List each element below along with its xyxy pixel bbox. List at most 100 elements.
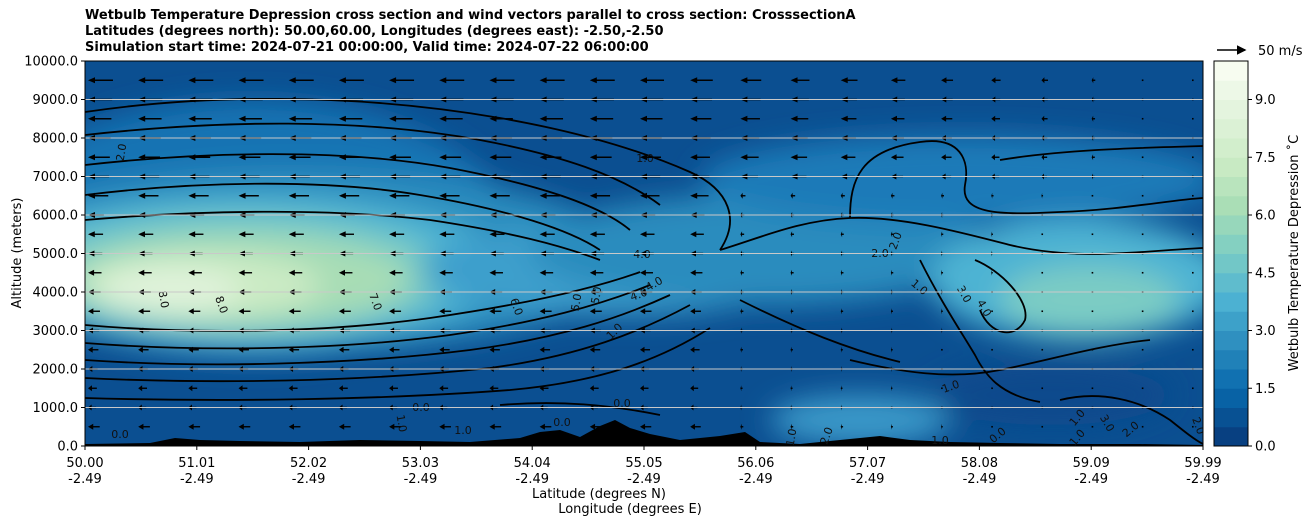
wind-vector <box>790 308 794 315</box>
colorbar-band <box>1214 349 1248 370</box>
wind-vector <box>991 192 994 199</box>
wind-vector <box>640 346 651 353</box>
wind-vector <box>991 231 993 238</box>
wind-vector <box>740 231 745 238</box>
colorbar-band <box>1214 157 1248 177</box>
y-tick-label: 2000.0 <box>33 363 79 378</box>
wind-vector <box>941 423 943 430</box>
wind-vector <box>489 346 500 353</box>
wind-vector <box>840 192 845 199</box>
wind-vector <box>88 192 109 199</box>
contour-label: 4.0 <box>633 248 651 261</box>
colorbar-band <box>1214 253 1248 274</box>
wind-vector <box>640 269 654 276</box>
wind-vector <box>1091 115 1096 122</box>
x-axis-label-latitude: Latitude (degrees N) <box>532 487 666 502</box>
colorbar-tick-label: 1.5 <box>1255 382 1276 397</box>
wind-vector <box>740 423 744 430</box>
wind-vector <box>941 348 943 351</box>
wind-vector <box>1091 348 1094 351</box>
wind-vector <box>1192 271 1194 274</box>
wind-vector <box>1041 233 1044 236</box>
wind-vector <box>88 308 100 315</box>
wind-vector <box>941 387 943 390</box>
wind-vector <box>589 154 612 161</box>
wind-vector <box>941 192 945 199</box>
wind-vector <box>288 77 314 84</box>
wind-vector <box>1091 271 1094 274</box>
y-tick-label: 0.0 <box>57 440 78 455</box>
contour-label: 7.0 <box>366 291 384 312</box>
wind-vector <box>238 192 259 199</box>
colorbar-band <box>1214 311 1248 331</box>
wind-vector <box>690 385 699 392</box>
contour-label: 1.0 <box>784 428 800 447</box>
wind-vector <box>840 154 856 161</box>
wind-vector <box>1041 271 1044 274</box>
y-axis: 0.0 1000.0 2000.0 3000.0 4000.0 5000.0 6000.0 7… <box>24 55 85 455</box>
x-tick-label-latitude: 54.04 <box>514 456 551 471</box>
wind-vector <box>489 269 503 276</box>
x-tick-label-latitude: 59.09 <box>1073 456 1110 471</box>
wind-vector <box>188 308 201 315</box>
wind-vector <box>88 115 112 122</box>
wind-vector <box>338 192 360 199</box>
wind-vector <box>740 269 744 276</box>
y-tick-label: 9000.0 <box>33 93 79 108</box>
horizontal-grid <box>85 99 1203 408</box>
colorbar-tick-label: 3.0 <box>1255 324 1276 339</box>
colorbar-band <box>1214 272 1248 293</box>
wind-vector <box>489 231 505 238</box>
colorbar-tick-label: 6.0 <box>1255 209 1276 224</box>
x-tick-label-latitude: 58.08 <box>961 456 998 471</box>
y-tick-label: 10000.0 <box>24 55 78 70</box>
colorbar-band <box>1214 407 1248 428</box>
wind-vector <box>338 115 363 122</box>
chart-title-line-1: Wetbulb Temperature Depression cross sec… <box>85 8 856 23</box>
wind-vector <box>991 77 1001 84</box>
wind-vector <box>138 385 148 392</box>
wind-vector <box>288 231 304 238</box>
wind-vector <box>1041 77 1048 84</box>
wind-vector <box>489 385 499 392</box>
y-tick-label: 4000.0 <box>33 286 79 301</box>
wind-vector <box>740 192 746 199</box>
wind-vector <box>389 346 400 353</box>
contour-label: 2.0 <box>887 230 905 251</box>
wind-vector <box>88 385 97 392</box>
x-tick-label-longitude: -2.49 <box>180 472 214 487</box>
wind-vector <box>539 385 549 392</box>
wind-vector <box>790 192 796 199</box>
wind-vector <box>338 269 353 276</box>
wind-vector <box>389 231 405 238</box>
wind-vector <box>389 154 411 161</box>
wind-vector <box>790 154 808 161</box>
wind-vector <box>1192 348 1194 351</box>
wind-vector <box>138 308 151 315</box>
wind-vector <box>1141 425 1144 428</box>
wind-vector <box>1141 156 1144 159</box>
wind-vector <box>690 115 712 122</box>
contour-label: 5.0 <box>569 293 585 312</box>
wind-vector <box>790 423 794 430</box>
wind-vector <box>138 115 162 122</box>
wind-vector <box>238 231 254 238</box>
wind-vector <box>991 387 993 390</box>
wind-vector <box>991 348 993 351</box>
wind-vector <box>138 77 164 84</box>
wind-vector <box>840 115 857 122</box>
colorbar-band <box>1214 215 1248 235</box>
wind-vector <box>589 269 604 276</box>
wind-vector <box>991 310 993 313</box>
x-tick-label-longitude: -2.49 <box>292 472 326 487</box>
y-axis-label: Altitude (meters) <box>10 198 25 309</box>
wind-vector <box>991 425 993 428</box>
wind-vector <box>338 346 350 353</box>
wind-vector <box>88 77 113 84</box>
colorbar-band <box>1214 388 1248 408</box>
wind-vector <box>88 154 110 161</box>
wind-vector <box>740 385 743 392</box>
wind-vector <box>188 192 209 199</box>
wind-vector <box>288 385 298 392</box>
wind-vector <box>338 385 348 392</box>
